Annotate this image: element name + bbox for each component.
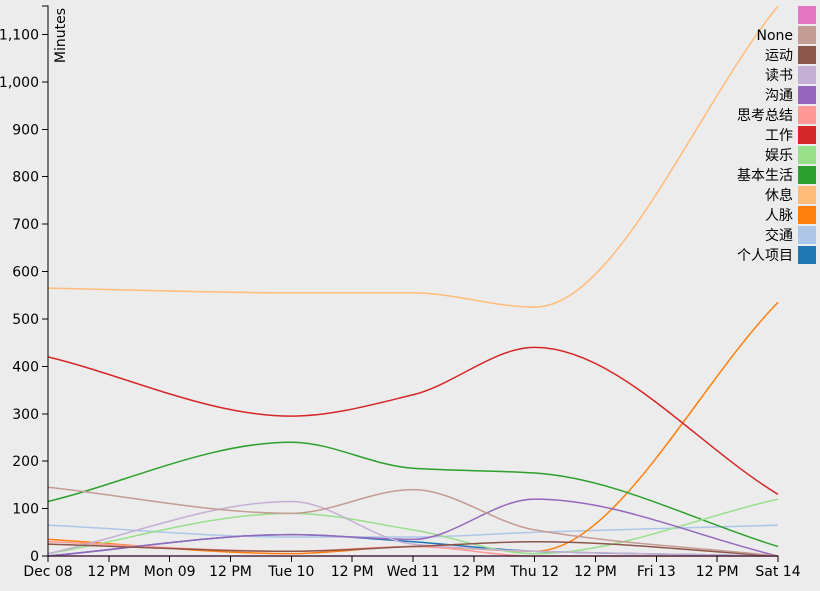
x-tick-label: Thu 12 <box>509 564 559 580</box>
y-tick-label: 200 <box>12 454 39 470</box>
legend-swatch <box>798 46 816 64</box>
legend-label: 思考总结 <box>737 108 793 124</box>
x-tick-label: Dec 08 <box>23 564 72 580</box>
x-tick-label: 12 PM <box>87 564 130 580</box>
legend-swatch <box>798 6 816 24</box>
legend-swatch <box>798 126 816 144</box>
legend-swatch <box>798 106 816 124</box>
legend-label: 个人项目 <box>737 248 793 264</box>
x-tick-label: Tue 10 <box>267 564 314 580</box>
y-tick-label: 900 <box>12 122 39 138</box>
y-tick-label: 500 <box>12 312 39 328</box>
y-tick-label: 800 <box>12 170 39 186</box>
y-tick-label: 400 <box>12 359 39 375</box>
x-tick-label: Fri 13 <box>637 564 676 580</box>
x-tick-label: Sat 14 <box>755 564 800 580</box>
series-line-4 <box>47 498 779 557</box>
legend-swatch <box>798 66 816 84</box>
legend-swatch <box>798 146 816 164</box>
x-tick-label: 12 PM <box>452 564 495 580</box>
legend-swatch <box>798 166 816 184</box>
series-line-8 <box>47 441 779 548</box>
x-tick-label: 12 PM <box>574 564 617 580</box>
x-tick-label: Wed 11 <box>387 564 440 580</box>
y-tick-label: 1,000 <box>0 75 39 91</box>
legend-label: 娱乐 <box>765 148 793 164</box>
series-line-10 <box>47 301 779 555</box>
series-line-3 <box>47 500 779 557</box>
y-tick-label: 600 <box>12 265 39 281</box>
legend-label: 基本生活 <box>737 167 793 184</box>
legend-label: 读书 <box>765 67 793 84</box>
series-lines <box>47 5 779 557</box>
x-axis: Dec 08 12 PM Mon 09 12 PM Tue 10 12 PM Wed 11 1… <box>23 555 801 580</box>
x-tick-label: 12 PM <box>209 564 252 580</box>
legend-swatch <box>798 186 816 204</box>
legend-swatch <box>798 206 816 224</box>
legend-label: 沟通 <box>765 88 793 104</box>
x-tick-label: 12 PM <box>696 564 739 580</box>
series-line-9 <box>47 5 779 308</box>
y-tick-label: 300 <box>12 407 39 423</box>
y-axis-domain <box>42 5 49 557</box>
legend-label: 工作 <box>765 128 793 144</box>
y-axis-label: Minutes <box>53 8 69 63</box>
y-tick-label: 700 <box>12 217 39 233</box>
series-line-2 <box>47 541 779 557</box>
y-tick-label: 1,100 <box>0 27 39 43</box>
series-line-11 <box>47 524 779 538</box>
legend-label: 人脉 <box>765 208 793 224</box>
y-tick-label: 100 <box>12 502 39 518</box>
legend-label: 休息 <box>765 187 793 204</box>
legend-label: 交通 <box>765 227 793 244</box>
series-line-6 <box>47 346 779 496</box>
legend-swatch <box>798 26 816 44</box>
series-line-7 <box>47 498 779 555</box>
series-line-1 <box>47 486 779 557</box>
y-axis: 0 100 200 300 400 500 600 700 800 900 1,000 1,100 <box>0 5 49 565</box>
legend-label: None <box>756 28 793 44</box>
legend-swatch <box>798 226 816 244</box>
legend-label: 运动 <box>765 48 793 64</box>
y-tick-label: 0 <box>30 549 39 565</box>
x-tick-label: 12 PM <box>331 564 374 580</box>
legend-swatch <box>798 86 816 104</box>
x-tick-label: Mon 09 <box>144 564 196 580</box>
legend-swatch <box>798 246 816 264</box>
